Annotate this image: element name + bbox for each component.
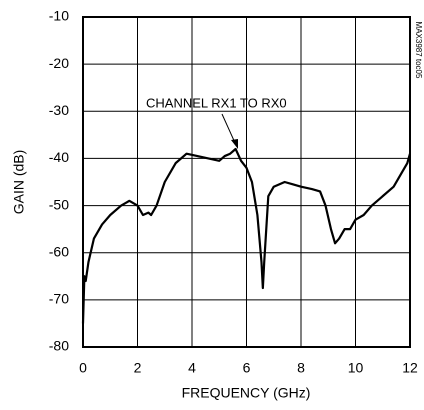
y-tick-label: -40: [49, 149, 69, 165]
y-tick-label: -20: [49, 55, 69, 71]
y-tick-label: -30: [49, 102, 69, 118]
plot-frame: [82, 16, 411, 348]
x-tick-label: 4: [188, 360, 196, 376]
y-tick-label: -80: [49, 338, 69, 354]
side-note: MAX3987 toc05: [414, 22, 423, 79]
x-tick-label: 0: [79, 360, 87, 376]
x-tick-label: 2: [134, 360, 142, 376]
x-axis-label: FREQUENCY (GHz): [182, 385, 311, 401]
y-tick-label: -10: [49, 8, 69, 24]
x-tick-label: 6: [243, 360, 251, 376]
arrow-head: [231, 139, 238, 149]
line-series: [81, 147, 412, 324]
x-tick-label: 8: [297, 360, 305, 376]
y-tick-label: -50: [49, 196, 69, 212]
x-tick-label: 10: [348, 360, 364, 376]
x-tick-label: 12: [402, 360, 418, 376]
y-axis-label: GAIN (dB): [11, 150, 27, 215]
y-tick-label: -60: [49, 243, 69, 259]
y-tick-label: -70: [49, 291, 69, 307]
annotation: CHANNEL RX1 TO RX0: [146, 95, 287, 110]
